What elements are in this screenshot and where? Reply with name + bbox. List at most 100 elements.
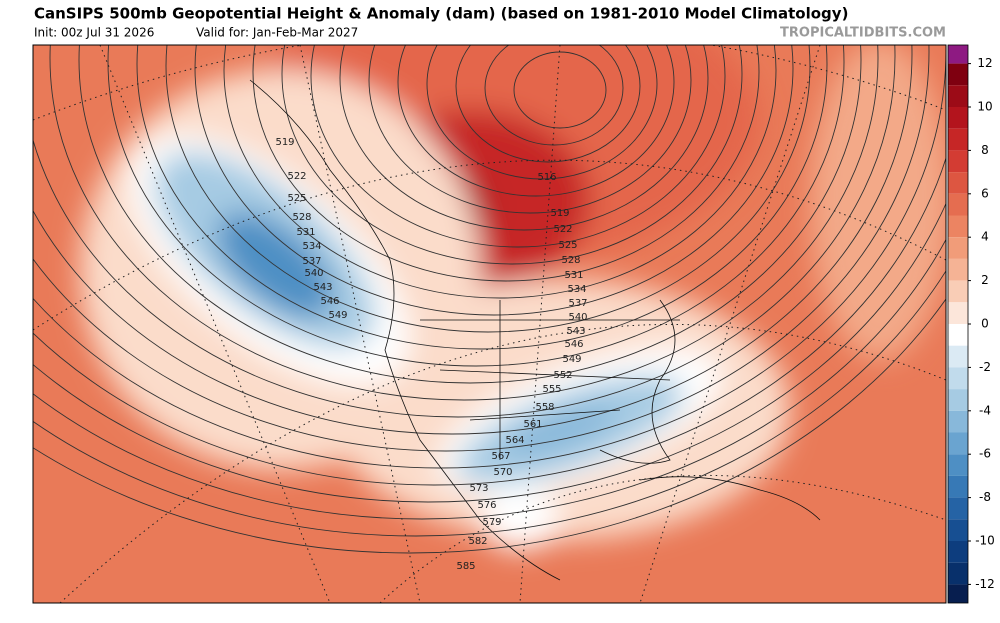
contour-line	[33, 298, 946, 554]
map-frame	[32, 44, 947, 604]
colorbar-label: 10	[977, 100, 992, 114]
contour-label: 576	[477, 500, 496, 511]
contour-line	[33, 238, 946, 520]
contour-label: 522	[287, 171, 306, 182]
colorbar-band	[948, 107, 968, 129]
contour-label: 564	[505, 435, 524, 446]
contour-label: 546	[564, 339, 583, 350]
colorbar-band	[948, 128, 968, 151]
contour-label: 582	[468, 536, 487, 547]
colorbar-label: -8	[979, 490, 991, 504]
colorbar-band	[948, 172, 968, 194]
contour-label: 549	[562, 354, 581, 365]
contour-line	[426, 45, 658, 180]
colorbar-band	[948, 475, 968, 498]
contour-label: 528	[292, 212, 311, 223]
contour-line	[33, 45, 930, 452]
colorbar-label: -2	[979, 360, 991, 374]
colorbar-label: 4	[981, 230, 989, 244]
colorbar-label: -10	[975, 534, 995, 548]
colorbar-band	[948, 584, 968, 603]
graticule	[33, 45, 946, 603]
colorbar-label: -4	[979, 403, 991, 417]
contour-label: 573	[469, 483, 488, 494]
colorbar-label: 0	[981, 317, 989, 331]
contour-label: 549	[328, 310, 347, 321]
contour-line	[194, 45, 794, 316]
contour-line	[252, 45, 760, 282]
contour-line	[78, 45, 862, 384]
contour-label: 540	[304, 268, 323, 279]
colorbar-band	[948, 541, 968, 563]
contour-label: 543	[566, 326, 585, 337]
colorbar-band	[948, 324, 968, 346]
colorbar-band	[948, 237, 968, 259]
colorbar-band	[948, 63, 968, 86]
colorbar-band	[948, 389, 968, 411]
contour-label: 552	[553, 370, 572, 381]
colorbar-label: -12	[975, 577, 995, 591]
colorbar-label: 6	[981, 186, 989, 200]
colorbar-label: 2	[981, 273, 989, 287]
contour-label: 519	[550, 208, 569, 219]
colorbar-label: -6	[979, 447, 991, 461]
contour-line	[165, 45, 811, 333]
contour-label: 531	[564, 270, 583, 281]
site-credit: TROPICALTIDBITS.COM	[780, 26, 946, 41]
colorbar-band	[948, 367, 968, 390]
colorbar-band	[948, 562, 968, 585]
contour-label: 522	[553, 224, 572, 235]
contour-line	[33, 202, 946, 503]
contour-label: 543	[313, 282, 332, 293]
contour-label: 534	[302, 241, 321, 252]
colorbar-band	[948, 410, 968, 433]
contour-line	[33, 269, 946, 537]
contour-line	[281, 45, 743, 265]
contour-label: 531	[296, 227, 315, 238]
colorbar-band	[948, 85, 968, 107]
anomaly-field	[80, 45, 946, 550]
contour-line	[136, 45, 828, 350]
contour-line	[310, 45, 726, 248]
contour-line	[33, 155, 946, 486]
valid-time: Valid for: Jan-Feb-Mar 2027	[196, 26, 358, 40]
contour-label: 555	[542, 384, 561, 395]
colorbar: 12 10 8 6 4 2 0 -2 -4 -6 -8 -10 -12	[947, 44, 995, 604]
contour-line	[107, 45, 845, 367]
map	[33, 45, 946, 603]
title: CanSIPS 500mb Geopotential Height & Anom…	[34, 5, 848, 23]
contour-line	[368, 45, 692, 214]
colorbar-band	[948, 345, 968, 368]
contour-label: 528	[561, 255, 580, 266]
contour-label: 567	[491, 451, 510, 462]
contour-line	[484, 45, 624, 146]
colorbar-band	[948, 280, 968, 303]
colorbar-band	[948, 215, 968, 238]
colorbar-band	[948, 258, 968, 281]
contour-line	[49, 45, 879, 401]
contour-label: 585	[456, 561, 475, 572]
height-contours	[33, 45, 946, 554]
contour-line	[513, 51, 607, 129]
contour-label: 570	[493, 467, 512, 478]
contour-label: 579	[482, 517, 501, 528]
contour-label: 540	[568, 312, 587, 323]
colorbar-band	[948, 45, 968, 64]
contour-line	[339, 45, 709, 231]
contour-label: 561	[523, 419, 542, 430]
contour-label: 519	[275, 137, 294, 148]
contour-line	[223, 45, 777, 299]
colorbar-label: 12	[977, 56, 992, 70]
contour-label: 525	[287, 193, 306, 204]
contour-label: 516	[537, 172, 556, 183]
colorbar-band	[948, 193, 968, 216]
contour-label: 525	[558, 240, 577, 251]
colorbar-band	[948, 432, 968, 455]
colorbar-band	[948, 497, 968, 520]
contour-label: 537	[302, 256, 321, 267]
contour-line	[397, 45, 675, 197]
coastlines	[249, 79, 821, 581]
contour-label: 537	[568, 298, 587, 309]
